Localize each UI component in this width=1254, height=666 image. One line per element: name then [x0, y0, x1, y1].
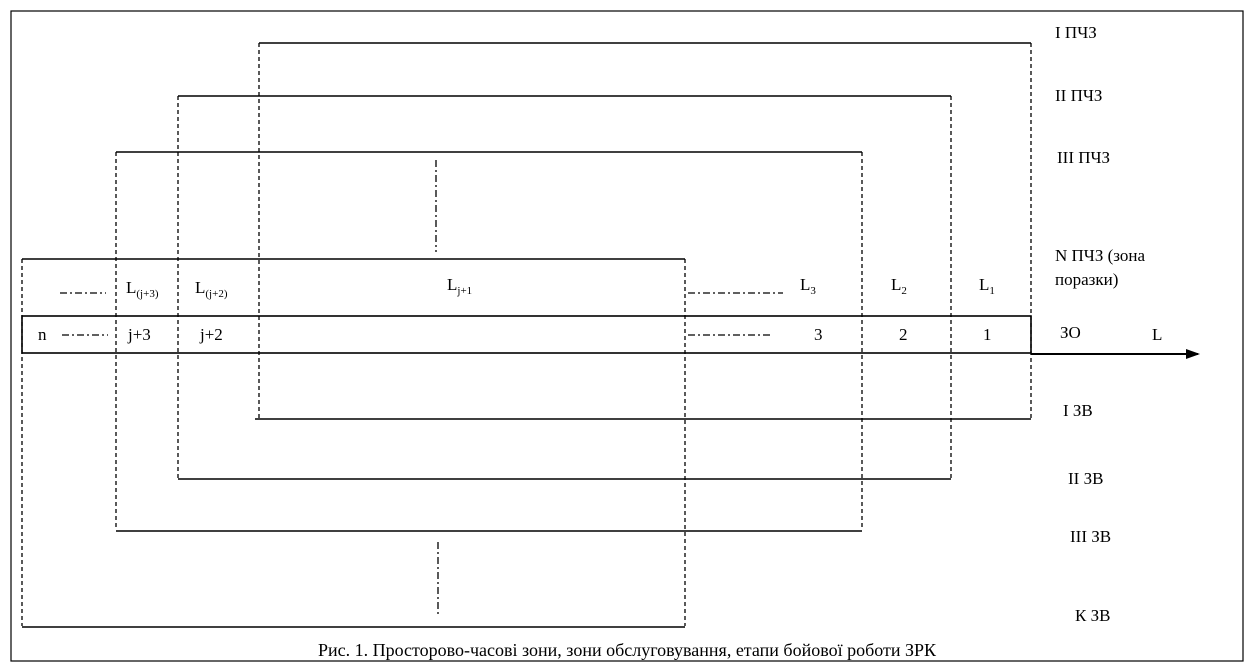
zone-label-pchz-n-2: поразки) — [1055, 270, 1118, 289]
l-axis-label: L — [1152, 325, 1162, 344]
zone-label-zo: ЗО — [1060, 323, 1081, 342]
cell-1: 1 — [983, 325, 992, 344]
pchz-n-bracket — [21, 258, 686, 626]
zone-label-zv-2: ІІ ЗВ — [1068, 469, 1103, 488]
cell-3: 3 — [814, 325, 823, 344]
zone-label-pchz-2: II ПЧЗ — [1055, 86, 1102, 105]
figure-caption: Рис. 1. Просторово-часові зони, зони обс… — [318, 640, 937, 660]
figure-frame — [10, 10, 1244, 662]
zone-label-pchz-3: III ПЧЗ — [1057, 148, 1110, 167]
zone-label-pchz-n-1: N ПЧЗ (зона — [1055, 246, 1145, 265]
segment-label-l-1: L1 — [979, 275, 995, 297]
pchz-2-bracket — [177, 95, 952, 478]
segment-label-l-3: L3 — [800, 275, 816, 297]
zone-label-zv-3: ІІІ ЗВ — [1070, 527, 1111, 546]
zone-label-pchz-1: I ПЧЗ — [1055, 23, 1097, 42]
segment-label-l-j2: L(j+2) — [195, 278, 228, 300]
zone-label-zv-k: К ЗВ — [1075, 606, 1110, 625]
segment-label-l-2: L2 — [891, 275, 907, 297]
cell-j2: j+2 — [199, 325, 223, 344]
cell-2: 2 — [899, 325, 908, 344]
segment-label-l-j3: L(j+3) — [126, 278, 159, 300]
pchz-1-bracket — [258, 42, 1032, 418]
cell-j3: j+3 — [127, 325, 151, 344]
zo-strip — [21, 315, 1032, 354]
zone-label-zv-1: І ЗВ — [1063, 401, 1093, 420]
segment-label-l-j1: Lj+1 — [447, 275, 472, 297]
cell-n: n — [38, 325, 47, 344]
pchz-3-bracket — [115, 151, 863, 530]
